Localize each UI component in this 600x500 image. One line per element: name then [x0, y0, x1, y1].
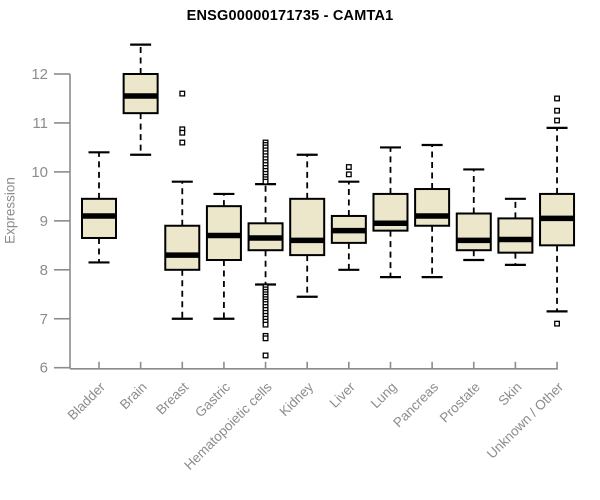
box-breast	[164, 90, 201, 320]
outlier-point	[345, 171, 352, 178]
category-label: Prostate	[437, 379, 483, 425]
outlier-point	[179, 90, 186, 97]
box-pancreas	[414, 143, 451, 279]
y-tick-label: 10	[31, 164, 48, 181]
box-kidney	[289, 153, 326, 298]
outlier-point	[345, 164, 352, 170]
box-brain	[122, 43, 159, 156]
category-label: Gastric	[192, 379, 233, 420]
category-label: Unknown / Other	[484, 379, 567, 462]
box-unknown-other	[539, 95, 576, 327]
box-bladder	[81, 151, 117, 264]
box-gastric	[205, 192, 242, 320]
category-label: Skin	[495, 379, 524, 408]
outlier-point	[554, 320, 560, 327]
box-liver	[330, 164, 367, 271]
box-prostate	[455, 168, 492, 262]
y-tick-label: 7	[40, 311, 48, 328]
outlier-point	[262, 352, 269, 359]
axes	[54, 73, 558, 370]
outlier-point	[554, 117, 560, 124]
outlier-point	[554, 95, 560, 102]
category-label: Kidney	[277, 379, 317, 419]
category-label: Brain	[117, 379, 150, 412]
outlier-point	[554, 107, 560, 114]
y-tick-label: 8	[40, 262, 48, 279]
y-tick-label: 9	[40, 213, 48, 230]
outlier-point	[262, 178, 269, 185]
box-skin	[497, 197, 534, 267]
outlier-point	[179, 139, 186, 146]
y-tick-labels: 6 7 8 9 10 11 12	[31, 66, 48, 377]
category-label: Pancreas	[390, 379, 441, 430]
y-tick-label: 11	[32, 115, 48, 132]
category-label: Liver	[327, 379, 359, 411]
category-label: Breast	[153, 379, 191, 417]
chart-title: ENSG00000171735 - CAMTA1	[186, 8, 394, 24]
box-hematopoietic-cells	[247, 139, 284, 359]
y-tick-label: 12	[31, 66, 48, 83]
y-tick-label: 6	[40, 360, 48, 377]
outlier-point	[262, 321, 269, 328]
outlier-point	[179, 129, 186, 136]
category-label: Lung	[368, 379, 400, 411]
category-label: Bladder	[65, 379, 109, 423]
outlier-point	[262, 335, 269, 342]
box-lung	[372, 146, 409, 279]
